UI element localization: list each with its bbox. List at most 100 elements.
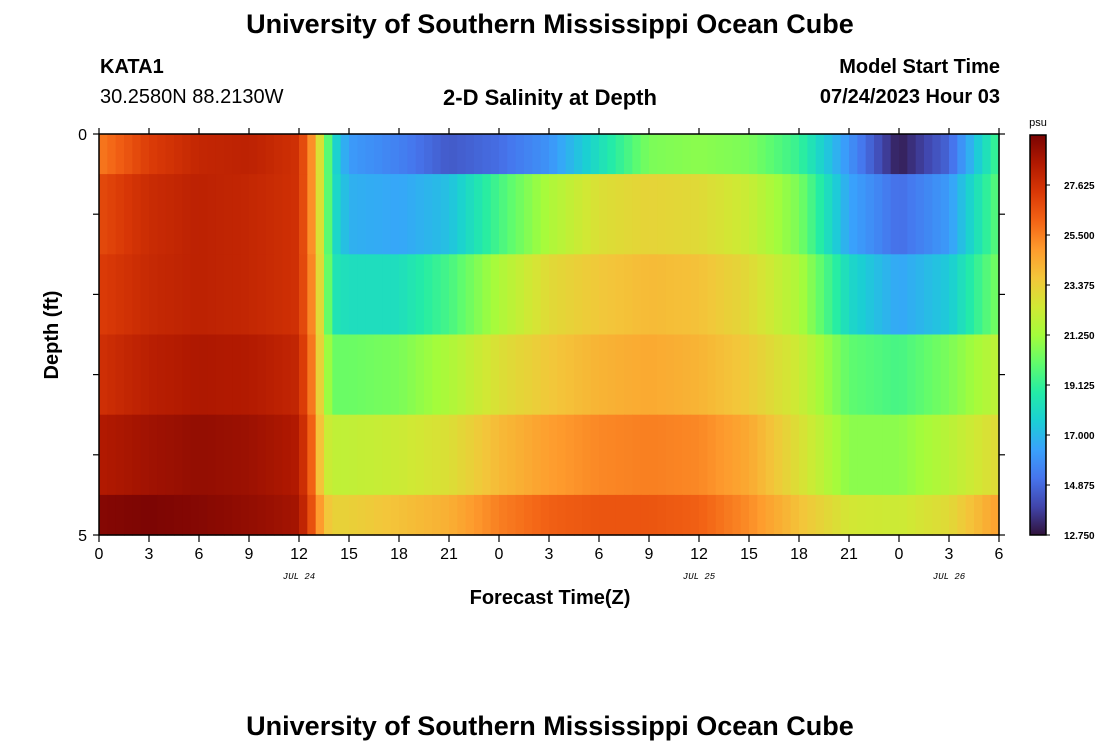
heatmap-cell (240, 414, 250, 496)
heatmap-cell (657, 494, 667, 536)
heatmap-cell (540, 414, 550, 496)
heatmap-cell (199, 254, 208, 336)
heatmap-cell (874, 174, 883, 255)
heatmap-cell (690, 174, 700, 255)
heatmap-cell (849, 174, 858, 255)
heatmap-cell (899, 334, 908, 416)
heatmap-cell (990, 334, 1000, 416)
heatmap-cell (249, 134, 258, 175)
heatmap-cell (757, 414, 767, 496)
x-tick-label: 18 (390, 546, 408, 563)
heatmap-cell (607, 134, 617, 175)
heatmap-cell (182, 174, 192, 255)
heatmap-cell (890, 414, 900, 496)
heatmap-cell (140, 134, 150, 175)
heatmap-cell (382, 414, 392, 496)
heatmap-cell (332, 254, 342, 336)
heatmap-cell (290, 334, 300, 416)
heatmap-cell (907, 334, 917, 416)
heatmap-cell (599, 254, 608, 336)
heatmap-cell (974, 334, 983, 416)
heatmap-cell (299, 494, 308, 536)
heatmap-cell (257, 494, 267, 536)
heatmap-cell (682, 414, 692, 496)
heatmap-cell (174, 134, 183, 175)
heatmap-cell (732, 174, 742, 255)
heatmap-cell (215, 174, 225, 255)
heatmap-cell (824, 414, 833, 496)
heatmap-cell (782, 174, 792, 255)
heatmap-cell (582, 334, 592, 416)
heatmap-cell (482, 134, 492, 175)
chart-title: 2-D Salinity at Depth (443, 85, 657, 110)
heatmap-cell (207, 334, 217, 416)
heatmap-cell (307, 494, 317, 536)
heatmap-cell (165, 254, 175, 336)
heatmap-cell (857, 134, 867, 175)
heatmap-cell (574, 254, 583, 336)
heatmap-cell (732, 134, 742, 175)
heatmap-cell (690, 134, 700, 175)
heatmap-cell (982, 254, 992, 336)
heatmap-cell (457, 334, 467, 416)
heatmap-cell (774, 174, 783, 255)
heatmap-cell (124, 334, 133, 416)
heatmap-cell (124, 174, 133, 255)
heatmap-cell (474, 134, 483, 175)
heatmap-cell (790, 414, 800, 496)
heatmap-cell (715, 134, 725, 175)
heatmap-cell (265, 254, 275, 336)
heatmap-cell (815, 174, 825, 255)
heatmap-cell (632, 414, 642, 496)
heatmap-cell (449, 414, 458, 496)
heatmap-cell (149, 174, 158, 255)
heatmap-cell (865, 174, 875, 255)
heatmap-cell (657, 334, 667, 416)
colorbar-ramp (1029, 134, 1047, 536)
heatmap-cell (374, 254, 383, 336)
heatmap-cell (649, 494, 658, 536)
heatmap-cell (190, 334, 200, 416)
heatmap-cell (840, 174, 850, 255)
heatmap-cell (332, 174, 342, 255)
heatmap-cell (957, 414, 967, 496)
heatmap-cell (707, 414, 717, 496)
heatmap-cell (324, 334, 333, 416)
heatmap-cell (540, 254, 550, 336)
heatmap-cell (699, 254, 708, 336)
heatmap-cell (782, 414, 792, 496)
heatmap-cell (582, 174, 592, 255)
heatmap-cell (607, 254, 617, 336)
heatmap-cell (824, 254, 833, 336)
heatmap-cell (799, 494, 808, 536)
heatmap-cell (215, 414, 225, 496)
heatmap-cell (632, 134, 642, 175)
heatmap-cell (982, 494, 992, 536)
heatmap-cell (115, 494, 125, 536)
heatmap-cell (174, 254, 183, 336)
heatmap-cell (749, 254, 758, 336)
heatmap-cell (274, 334, 283, 416)
heatmap-cell (857, 334, 867, 416)
heatmap-cell (949, 414, 958, 496)
heatmap-cell (824, 174, 833, 255)
heatmap-cell (674, 134, 683, 175)
heatmap-cell (215, 334, 225, 416)
heatmap-cell (224, 414, 233, 496)
heatmap-cell (982, 134, 992, 175)
heatmap-cell (599, 414, 608, 496)
heatmap-cell (340, 254, 350, 336)
heatmap-cell (490, 414, 500, 496)
heatmap-cell (182, 334, 192, 416)
heatmap-cell (465, 174, 475, 255)
heatmap-cell (715, 334, 725, 416)
heatmap-cell (524, 414, 533, 496)
heatmap-cell (882, 494, 892, 536)
heatmap-cell (399, 494, 408, 536)
heatmap-cell (765, 414, 775, 496)
heatmap-cell (640, 494, 650, 536)
heatmap-cell (149, 134, 158, 175)
heatmap-cell (324, 494, 333, 536)
heatmap-cell (465, 134, 475, 175)
heatmap-cell (424, 254, 433, 336)
